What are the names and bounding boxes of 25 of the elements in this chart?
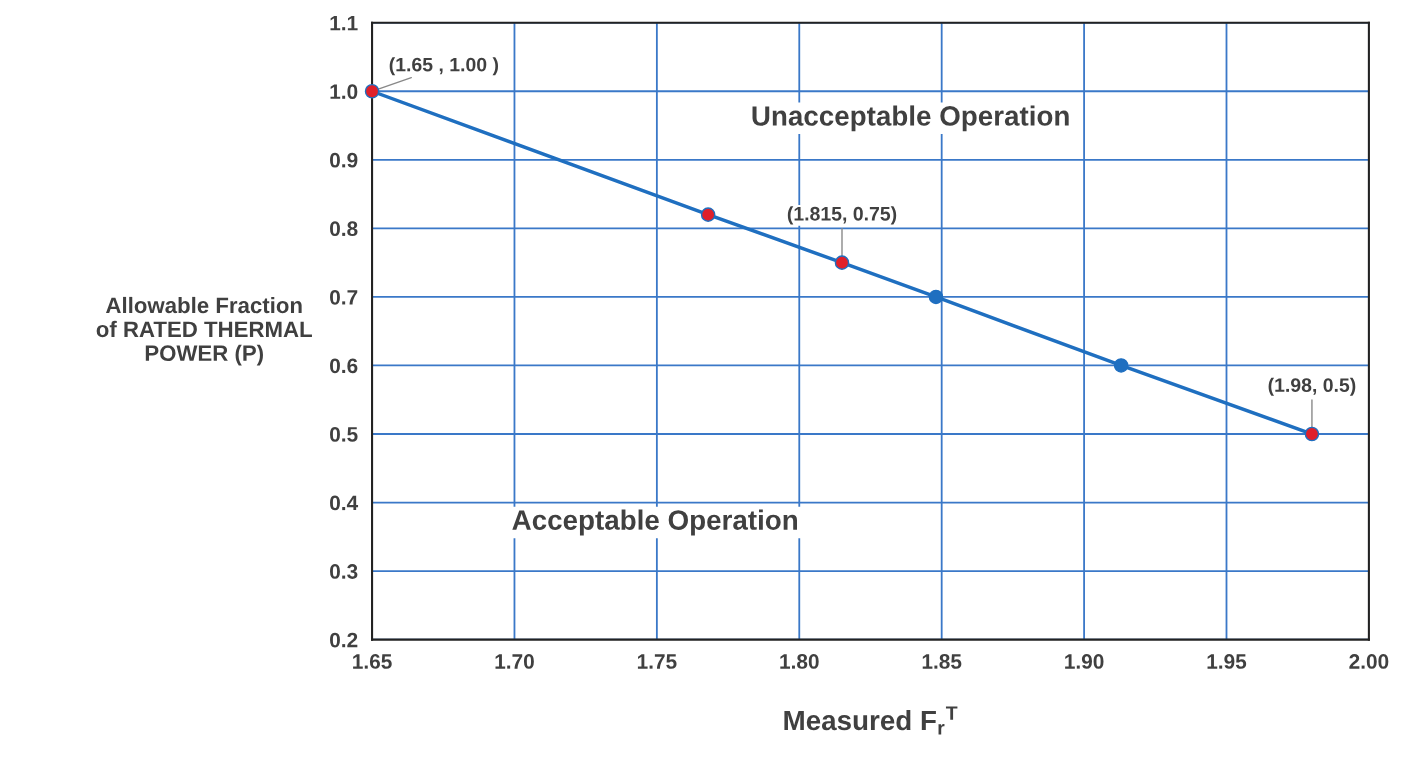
x-tick-label: 1.65 xyxy=(353,654,392,669)
y-tick-label: 0.6 xyxy=(330,358,358,374)
y-tick-label: 1.0 xyxy=(330,84,358,100)
annotation: (1.98, 0.5) xyxy=(1268,377,1356,396)
annotation: Unacceptable Operation xyxy=(752,105,1069,132)
x-tick-label: 1.85 xyxy=(922,654,962,669)
x-tick-label: 1.75 xyxy=(637,654,677,669)
y-tick-label: 1.1 xyxy=(330,15,358,31)
annotation: (1.815, 0.75) xyxy=(787,206,897,225)
x-tick-label: 1.70 xyxy=(495,654,534,669)
annotation: Acceptable Operation xyxy=(512,509,798,536)
y-axis-title: Allowable Fraction of RATED THERMAL POWER (P) xyxy=(96,296,312,366)
y-tick-label: 0.8 xyxy=(330,221,358,237)
x-tick-label: 1.95 xyxy=(1207,654,1247,669)
x-tick-label: 1.80 xyxy=(780,654,819,669)
y-tick-label: 0.2 xyxy=(330,632,358,648)
x-axis-title: Measured F$_{r}$$^{T}$ xyxy=(784,706,958,735)
x-tick-label: 1.90 xyxy=(1065,654,1104,669)
y-tick-label: 0.7 xyxy=(330,289,358,305)
y-tick-label: 0.3 xyxy=(330,564,358,579)
y-tick-label: 0.9 xyxy=(330,152,358,168)
y-tick-label: 0.4 xyxy=(330,495,359,511)
x-tick-label: 2.00 xyxy=(1349,654,1389,669)
y-tick-label: 0.5 xyxy=(330,427,358,442)
annotation: (1.65 , 1.00 ) xyxy=(389,57,499,76)
